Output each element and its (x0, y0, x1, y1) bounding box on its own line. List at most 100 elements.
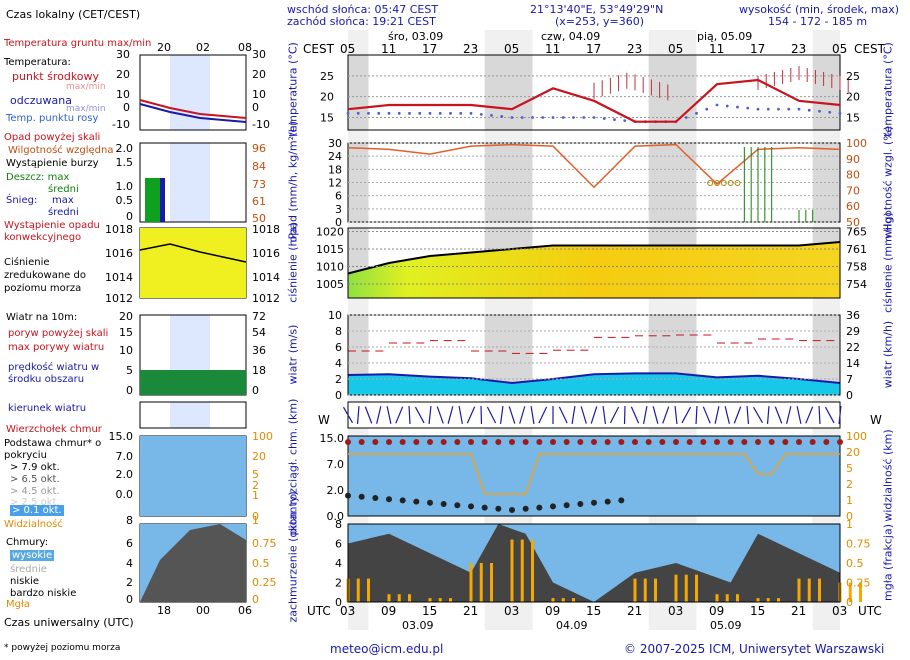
wind-arrow (714, 406, 720, 424)
mini-temp-tick: 10 (116, 88, 130, 101)
cover-tick: 4 (335, 557, 342, 570)
dewpoint-dot (766, 107, 770, 111)
cloud-base-dot (454, 502, 461, 509)
mini-utc-tick-1: 18 (157, 604, 171, 617)
cloud-tick: 15.0 (320, 432, 345, 445)
cloud-base-dot (427, 499, 433, 506)
fog-bar (449, 598, 452, 602)
cloud-top-dot (604, 439, 611, 445)
legend-temp-ground: Temperatura gruntu max/min (4, 38, 152, 49)
humidity-tick: 50 (846, 216, 860, 229)
fog-bar (367, 578, 370, 602)
pressure-panel-frame (347, 227, 841, 299)
legend-humidity: Wilgotność względna (8, 145, 114, 156)
legend-okt5: > 0.1 okt. (10, 505, 64, 516)
mini-cover-area (140, 524, 246, 602)
elevation-label: wysokość (min, środek, max) (739, 3, 900, 16)
mini-temp-tick: -10 (112, 118, 130, 131)
mini-hum-tick: 61 (252, 195, 266, 208)
wind-arrow (519, 406, 526, 424)
fog-bar (807, 578, 811, 602)
fog-bar (725, 594, 729, 602)
pressure-tick: 1005 (316, 278, 344, 291)
mini-panel-frame (139, 142, 247, 223)
precip-tick: 0 (335, 216, 342, 229)
mini-cloud-tick: 2.0 (116, 468, 134, 481)
wind-tick: 10 (328, 309, 342, 322)
storm-marker (727, 180, 734, 186)
wind-arrow (662, 406, 670, 424)
fog-bar (561, 598, 565, 602)
cloud-base-dot (536, 504, 543, 511)
cloud-top-dot (468, 439, 474, 445)
cloud-top-dot (686, 439, 693, 445)
dewpoint-dot (356, 111, 360, 115)
dewpoint-dot (377, 111, 381, 115)
cloud-base-dot (468, 503, 474, 510)
cloud-top-dot (577, 439, 584, 445)
dewpoint-dot (387, 111, 391, 115)
hour-bottom-tick: 09 (545, 604, 561, 618)
dewpoint-dot (479, 112, 483, 116)
humidity-tick: 70 (846, 184, 860, 197)
mini-panel-frame (139, 401, 247, 429)
cloud-top-dot (386, 439, 392, 445)
wind-arrow (386, 406, 392, 424)
mini-press-tick: 1016 (105, 247, 133, 260)
hour-bottom-tick: 03 (340, 604, 356, 618)
humidity-tick: 60 (846, 200, 860, 213)
mini-temp-tick-r: 0 (252, 101, 259, 114)
mini-hum-tick: 96 (252, 142, 266, 155)
mini-press-tick-r: 1018 (252, 223, 280, 236)
hour-bottom-tick: 03 (668, 604, 684, 618)
mini-temp-line (139, 99, 247, 119)
wind-arrow (342, 406, 354, 424)
grid-text: (x=253, y=360) (555, 15, 645, 28)
wind-tick: 8 (335, 325, 342, 338)
mini-press-tick: 1014 (105, 271, 133, 284)
hour-bottom-tick: 21 (627, 604, 643, 618)
cloud-base-dot (413, 498, 420, 505)
mini-cloud-tick: 15.0 (109, 430, 134, 443)
wind-arrow (752, 406, 764, 424)
wind-kmh-tick: 14 (846, 357, 860, 370)
wind-arrow (395, 406, 404, 424)
cloud-base-dot (386, 496, 392, 503)
mini-cloud-bg (140, 436, 246, 516)
wind-arrow (466, 406, 476, 424)
mini-felt-line (139, 103, 247, 123)
cloud-top-dot (563, 439, 570, 445)
wind-kmh-tick: 29 (846, 325, 860, 338)
humidity-tick: 90 (846, 153, 860, 166)
cloud-base-dot (440, 501, 447, 507)
fog-bar (766, 598, 770, 602)
cloud-top-dot (399, 439, 406, 445)
dewpoint-dot (572, 116, 575, 119)
footnote: * powyżej poziomu morza (4, 643, 121, 653)
wind-arrow (643, 406, 648, 424)
wind-arrow (590, 406, 598, 424)
mini-wind-kmh-tick: 54 (252, 326, 266, 339)
dewpoint-dot (346, 111, 350, 115)
mini-utc-tick-3: 06 (238, 604, 252, 617)
wind-tick: 6 (335, 341, 342, 354)
footer-email[interactable]: meteo@icm.edu.pl (330, 642, 444, 656)
legend-temp-mid: punkt środkowy (12, 70, 100, 83)
mini-wind-tick: 10 (119, 344, 133, 357)
day-bottom-1: 03.09 (402, 619, 434, 632)
cloud-base-dot (358, 493, 365, 500)
mini-vis-tick: 5 (252, 468, 259, 481)
wind-arrow (786, 406, 792, 424)
legend-wind-dir: kierunek wiatru (8, 403, 87, 414)
wind-arrow (805, 406, 814, 424)
legend-rain-max: Deszcz: max (6, 172, 70, 183)
hour-bottom-tick: 03 (504, 604, 520, 618)
storm-marker (707, 180, 714, 186)
fog-bar (438, 598, 442, 602)
cloud-top-dot (481, 439, 488, 445)
dewpoint-dot (449, 111, 452, 115)
wind-arrow (695, 405, 698, 425)
legend-cl-mid: średnie (10, 564, 47, 575)
fog-tick: 0.75 (846, 538, 871, 551)
fog-bar (551, 598, 555, 602)
